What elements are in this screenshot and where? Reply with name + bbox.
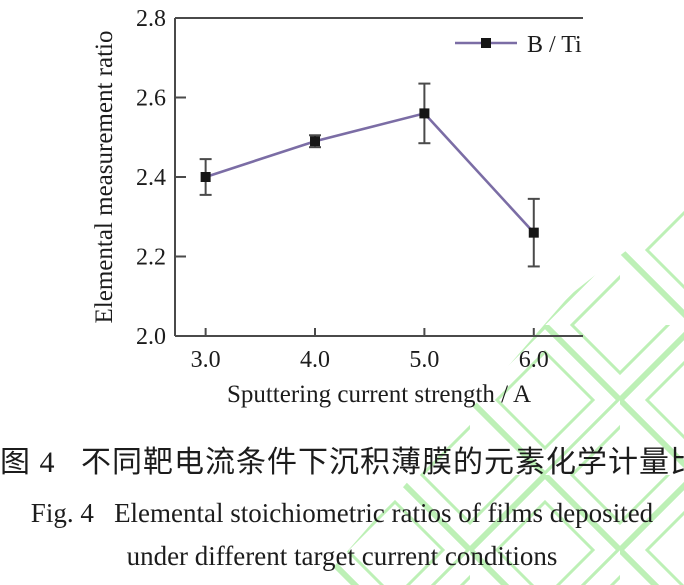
y-tick-label: 2.8 <box>136 6 166 32</box>
caption-chinese: 图 4 不同靶电流条件下沉积薄膜的元素化学计量比 <box>0 446 684 479</box>
line-chart: 2.0 2.2 2.4 2.6 2.8 3.0 4.0 5.0 6.0 Sputtering cu… <box>91 6 583 408</box>
x-axis-title: Sputtering current strength / A <box>227 381 531 408</box>
x-tick-label: 5.0 <box>409 347 439 373</box>
legend-marker-sample <box>481 38 491 48</box>
caption-english-line2: under different target current condition… <box>126 541 558 571</box>
data-point-marker <box>528 227 539 238</box>
data-point-marker <box>200 172 211 182</box>
y-tick-label: 2.0 <box>136 324 166 350</box>
data-line <box>205 111 535 234</box>
caption-english-line1: Fig. 4 Elemental stoichiometric ratios o… <box>30 498 654 528</box>
y-tick-label: 2.6 <box>136 86 166 112</box>
y-axis-title: Elemental measurement ratio <box>91 31 118 324</box>
y-tick-label: 2.4 <box>136 165 166 191</box>
x-tick-label: 4.0 <box>300 347 330 373</box>
x-tick-label: 6.0 <box>519 347 549 373</box>
legend-label: B / Ti <box>527 32 582 58</box>
x-tick-label: 3.0 <box>191 347 221 373</box>
data-point-marker <box>310 136 321 147</box>
data-point-marker <box>419 108 430 119</box>
y-tick-label: 2.2 <box>136 245 166 271</box>
